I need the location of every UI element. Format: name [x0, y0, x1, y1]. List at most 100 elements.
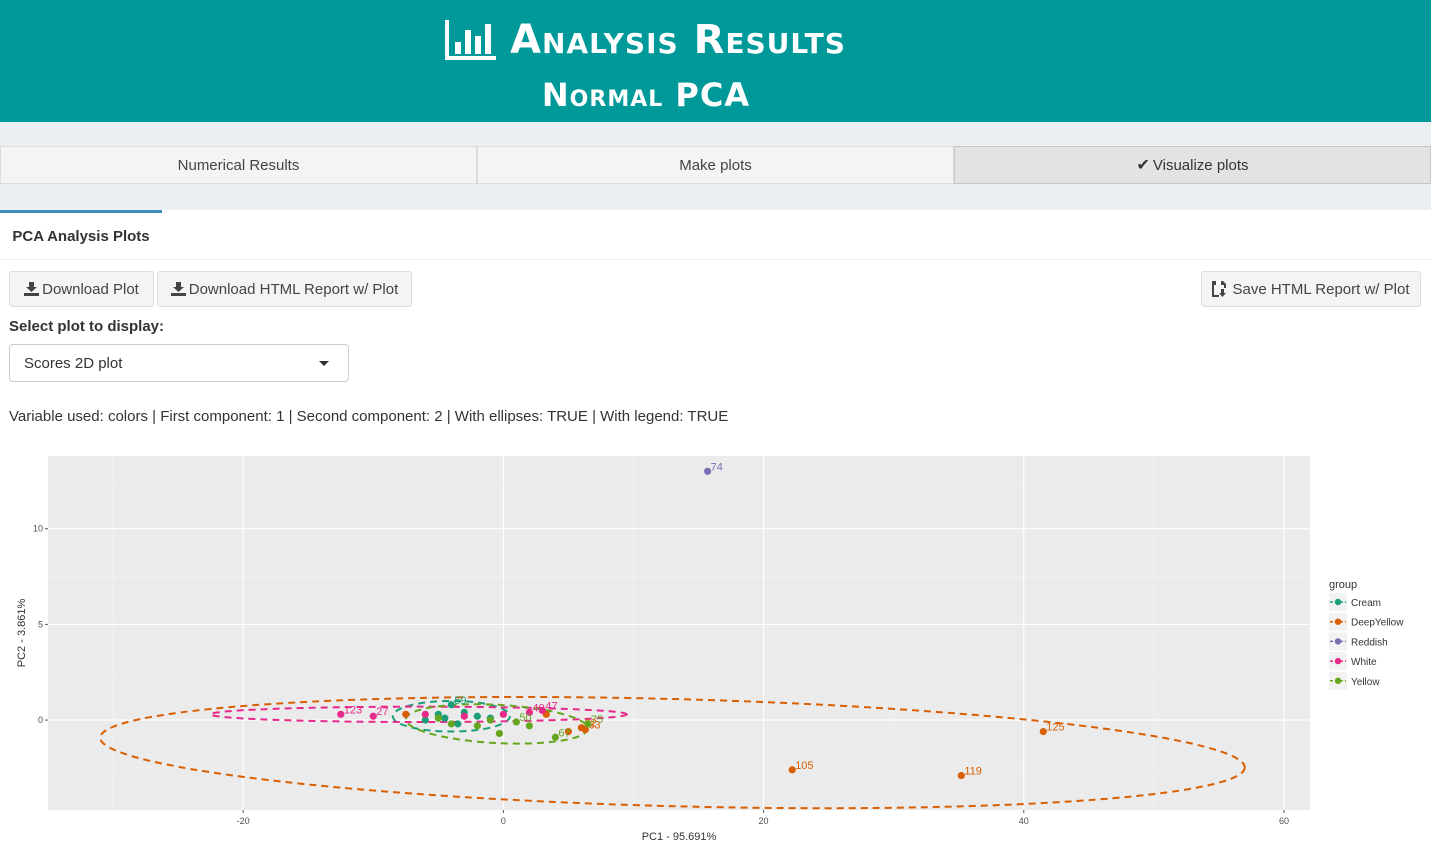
y-axis-label: PC2 - 3.861%: [16, 599, 28, 668]
legend-entry: DeepYellow: [1351, 618, 1404, 629]
data-point: [447, 701, 455, 709]
legend-entry: Reddish: [1351, 637, 1388, 648]
data-point: [957, 771, 965, 780]
data-point: [551, 733, 560, 741]
point-label: 47: [545, 700, 557, 712]
tab-make-plots[interactable]: Make plots: [477, 146, 954, 184]
select-plot-label: Select plot to display:: [9, 318, 165, 335]
data-point: [421, 716, 429, 724]
data-point: [1039, 727, 1047, 736]
data-point: [434, 714, 442, 722]
legend-title: group: [1329, 579, 1357, 591]
data-point: [369, 712, 377, 720]
ellipse-deepyellow: [99, 695, 1246, 810]
subtab-bar: PCA Analysis Plots: [0, 210, 1431, 260]
button-label: Download HTML Report w/ Plot: [188, 280, 399, 298]
bar-chart-icon: [445, 20, 497, 60]
download-icon: [170, 282, 186, 296]
point-label: 27: [376, 706, 388, 718]
data-point: [337, 710, 345, 718]
y-tick-label: 10: [33, 524, 43, 534]
point-label: 63: [588, 720, 600, 732]
select-value: Scores 2D plot: [24, 354, 123, 372]
button-label: Download Plot: [42, 280, 139, 298]
data-point: [495, 729, 504, 738]
data-point: [525, 708, 533, 717]
x-tick-label: 60: [1279, 816, 1289, 826]
data-point: [525, 722, 533, 730]
title-row: Analysis Results: [0, 14, 1290, 66]
data-point: [421, 710, 429, 718]
point-label: 119: [964, 766, 982, 778]
check-icon: ✔: [1136, 157, 1150, 174]
data-point: [564, 727, 573, 736]
main-tabs: Numerical Results Make plots ✔ Visualize …: [0, 146, 1431, 184]
data-point: [538, 706, 546, 715]
point-label: 59: [454, 695, 466, 707]
chevron-down-icon: [319, 361, 329, 366]
data-point: [584, 720, 592, 728]
x-tick-label: 40: [1019, 816, 1029, 826]
legend-key-point: [1334, 618, 1342, 625]
data-point: [441, 714, 449, 722]
axis-ticks: -20 0 20 40 60 0 5 10: [33, 524, 1289, 826]
data-point: [512, 718, 520, 726]
x-tick-label: 20: [759, 816, 769, 826]
ellipse-white: [209, 705, 628, 723]
ellipse-cream: [391, 699, 511, 733]
app-header: Analysis Results Normal PCA: [0, 0, 1431, 122]
tab-visualize-plots[interactable]: ✔ Visualize plots: [954, 146, 1431, 184]
data-point: [499, 710, 507, 718]
data-point: [447, 720, 455, 728]
tab-numerical-results[interactable]: Numerical Results: [0, 146, 477, 184]
page-subtitle: Normal PCA: [541, 76, 751, 114]
data-point: [486, 716, 494, 724]
point-label: 125: [1046, 722, 1064, 734]
y-tick-label: 0: [38, 715, 43, 725]
legend-key-point: [1334, 638, 1342, 645]
x-tick-label: 0: [501, 816, 506, 826]
save-html-report-button[interactable]: Save HTML Report w/ Plot: [1201, 271, 1421, 307]
page-title: Analysis Results: [510, 17, 846, 63]
download-plot-button[interactable]: Download Plot: [9, 271, 154, 307]
data-point: [473, 712, 481, 720]
legend-entry: Yellow: [1351, 677, 1380, 688]
data-point: [788, 766, 796, 774]
chart-legend: group Cream DeepYellow Reddish White Yellow: [1329, 579, 1404, 690]
tab-pca-analysis-plots[interactable]: PCA Analysis Plots: [0, 210, 162, 259]
plot-panel: [48, 456, 1310, 810]
legend-entry: Cream: [1351, 598, 1381, 609]
tab-label: Numerical Results: [177, 156, 300, 174]
data-point: [454, 720, 462, 728]
legend-key-point: [1334, 598, 1342, 606]
tab-label: Visualize plots: [1152, 156, 1249, 174]
point-label: 40: [532, 702, 544, 714]
data-point: [704, 467, 712, 475]
data-points: 59125105119626374123274740756750: [337, 461, 1065, 780]
button-label: Save HTML Report w/ Plot: [1232, 280, 1410, 298]
point-label: 75: [591, 714, 603, 726]
x-tick-label: -20: [237, 816, 250, 826]
tab-label: Make plots: [679, 156, 752, 174]
legend-entry: White: [1351, 657, 1377, 668]
legend-key-point: [1334, 677, 1342, 684]
y-tick-label: 5: [38, 619, 43, 629]
plot-settings-text: Variable used: colors | First component:…: [9, 408, 729, 425]
data-point: [581, 726, 589, 734]
download-html-report-button[interactable]: Download HTML Report w/ Plot: [157, 271, 412, 307]
download-icon: [24, 282, 40, 296]
data-point: [473, 722, 481, 730]
point-label: 105: [795, 760, 813, 772]
point-label: 67: [558, 727, 570, 739]
legend-key-point: [1334, 657, 1342, 665]
point-label: 123: [344, 704, 362, 716]
x-axis-label: PC1 - 95.691%: [642, 831, 717, 843]
data-point: [402, 710, 410, 718]
point-label: 74: [711, 461, 723, 473]
save-icon: [1212, 281, 1227, 297]
plot-grid: [48, 456, 1310, 810]
point-label: 50: [519, 712, 531, 724]
data-point: [460, 712, 468, 720]
plot-type-select[interactable]: Scores 2D plot: [9, 344, 349, 382]
